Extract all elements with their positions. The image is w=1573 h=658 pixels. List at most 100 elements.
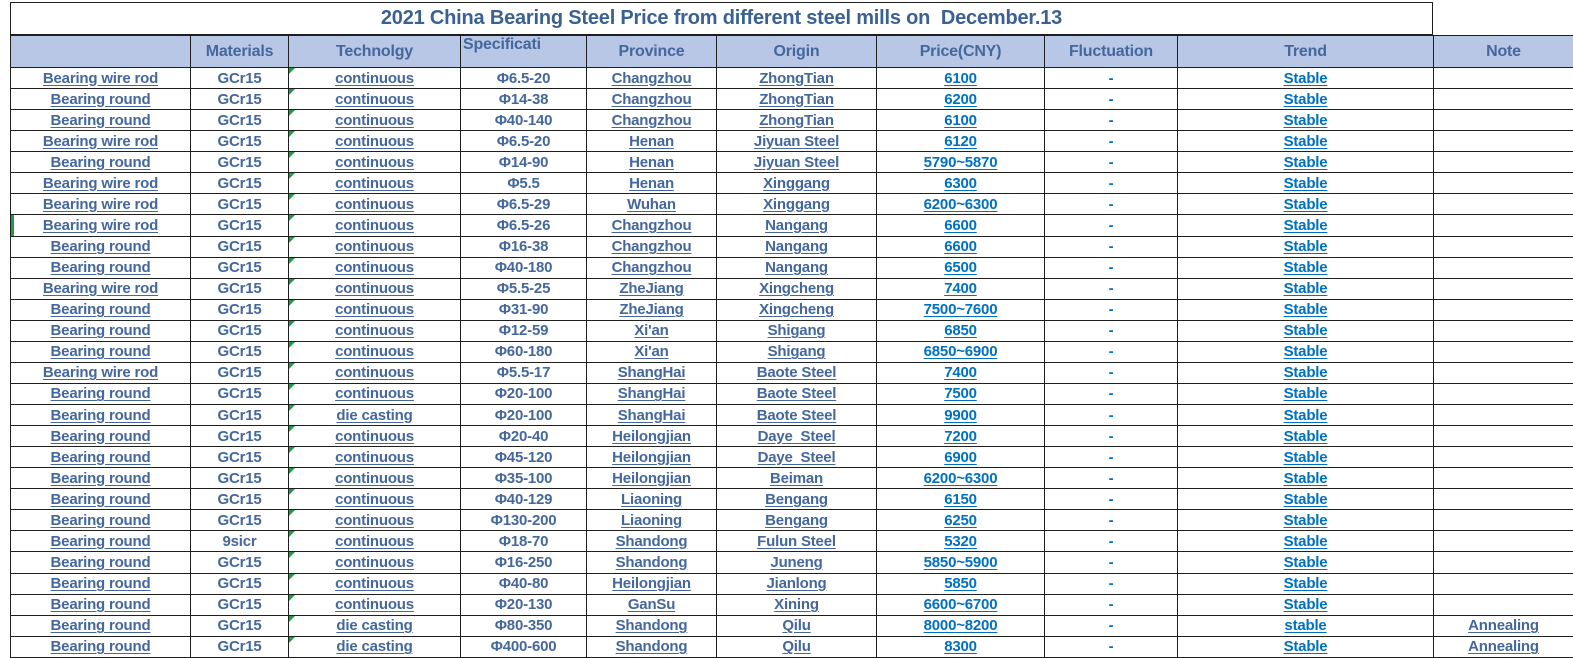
cell-fluctuation[interactable]: - <box>1045 383 1178 405</box>
cell-province[interactable]: ZheJiang <box>587 299 717 321</box>
cell-province[interactable]: ShangHai <box>587 405 717 427</box>
cell-fluctuation[interactable]: - <box>1045 489 1178 511</box>
cell-note[interactable] <box>1434 194 1573 216</box>
cell-province[interactable]: Liaoning <box>587 489 717 511</box>
cell-material[interactable]: GCr15 <box>191 552 289 574</box>
cell-specification[interactable]: Φ20-40 <box>461 426 587 448</box>
cell-price[interactable]: 6200~6300 <box>877 468 1045 490</box>
cell-trend[interactable]: Stable <box>1178 215 1434 237</box>
cell-note[interactable] <box>1434 405 1573 427</box>
cell-material[interactable]: GCr15 <box>191 615 289 637</box>
cell-fluctuation[interactable]: - <box>1045 320 1178 342</box>
cell-trend[interactable]: stable <box>1178 615 1434 637</box>
cell-fluctuation[interactable]: - <box>1045 110 1178 132</box>
column-header-price[interactable]: Price(CNY) <box>877 36 1045 68</box>
cell-technology[interactable]: continuous <box>289 531 461 553</box>
cell-material[interactable]: GCr15 <box>191 68 289 90</box>
cell-trend[interactable]: Stable <box>1178 299 1434 321</box>
cell-origin[interactable]: Baote Steel <box>717 405 877 427</box>
cell-price[interactable]: 5850~5900 <box>877 552 1045 574</box>
cell-province[interactable]: Changzhou <box>587 89 717 111</box>
cell-fluctuation[interactable]: - <box>1045 594 1178 616</box>
cell-technology[interactable]: continuous <box>289 447 461 469</box>
cell-price[interactable]: 6600~6700 <box>877 594 1045 616</box>
cell-note[interactable]: Annealing <box>1434 637 1573 658</box>
cell-material[interactable]: GCr15 <box>191 362 289 384</box>
cell-origin[interactable]: Xingcheng <box>717 278 877 300</box>
cell-origin[interactable]: Bengang <box>717 510 877 532</box>
cell-fluctuation[interactable]: - <box>1045 447 1178 469</box>
cell-note[interactable] <box>1434 131 1573 153</box>
cell-specification[interactable]: Φ45-120 <box>461 447 587 469</box>
cell-trend[interactable]: Stable <box>1178 257 1434 279</box>
cell-specification[interactable]: Φ40-180 <box>461 257 587 279</box>
cell-trend[interactable]: Stable <box>1178 278 1434 300</box>
cell-note[interactable] <box>1434 489 1573 511</box>
cell-province[interactable]: Liaoning <box>587 510 717 532</box>
cell-specification[interactable]: Φ12-59 <box>461 320 587 342</box>
cell-fluctuation[interactable]: - <box>1045 405 1178 427</box>
cell-note[interactable] <box>1434 595 1573 616</box>
cell-province[interactable]: Henan <box>587 131 717 153</box>
cell-material[interactable]: GCr15 <box>191 341 289 363</box>
cell-price[interactable]: 6250 <box>877 510 1045 532</box>
cell-fluctuation[interactable]: - <box>1045 89 1178 111</box>
cell-price[interactable]: 6850~6900 <box>877 341 1045 363</box>
cell-fluctuation[interactable]: - <box>1045 426 1178 448</box>
cell-technology[interactable]: continuous <box>289 68 461 90</box>
cell-origin[interactable]: Daye Steel <box>717 447 877 469</box>
cell-specification[interactable]: Φ6.5-20 <box>461 131 587 153</box>
cell-price[interactable]: 8300 <box>877 636 1045 658</box>
cell-origin[interactable]: ZhongTian <box>717 68 877 90</box>
title-cell[interactable]: 2021 China Bearing Steel Price from diff… <box>10 2 1433 35</box>
cell-fluctuation[interactable]: - <box>1045 552 1178 574</box>
cell-province[interactable]: Shandong <box>587 552 717 574</box>
cell-material[interactable]: GCr15 <box>191 110 289 132</box>
cell-note[interactable] <box>1434 300 1573 321</box>
cell-technology[interactable]: continuous <box>289 362 461 384</box>
cell-item[interactable]: Bearing round <box>11 615 191 637</box>
cell-trend[interactable]: Stable <box>1178 426 1434 448</box>
cell-material[interactable]: 9sicr <box>191 531 289 553</box>
cell-origin[interactable]: Nangang <box>717 215 877 237</box>
column-header-origin[interactable]: Origin <box>717 36 877 68</box>
cell-origin[interactable]: ZhongTian <box>717 110 877 132</box>
cell-technology[interactable]: continuous <box>289 257 461 279</box>
cell-specification[interactable]: Φ16-250 <box>461 552 587 574</box>
cell-item[interactable]: Bearing wire rod <box>11 131 191 153</box>
cell-note[interactable] <box>1434 363 1573 384</box>
cell-fluctuation[interactable]: - <box>1045 531 1178 553</box>
cell-note[interactable] <box>1434 574 1573 595</box>
cell-specification[interactable]: Φ16-38 <box>461 236 587 258</box>
cell-item[interactable]: Bearing round <box>11 594 191 616</box>
cell-price[interactable]: 6600 <box>877 236 1045 258</box>
cell-origin[interactable]: Xinggang <box>717 194 877 216</box>
cell-price[interactable]: 6300 <box>877 173 1045 195</box>
cell-item[interactable]: Bearing round <box>11 341 191 363</box>
cell-province[interactable]: GanSu <box>587 594 717 616</box>
column-header-materials[interactable]: Materials <box>191 36 289 68</box>
cell-origin[interactable]: Xining <box>717 594 877 616</box>
cell-note[interactable] <box>1434 384 1573 405</box>
cell-origin[interactable]: Baote Steel <box>717 383 877 405</box>
cell-material[interactable]: GCr15 <box>191 383 289 405</box>
column-header-technolgy[interactable]: Technolgy <box>289 36 461 68</box>
cell-technology[interactable]: continuous <box>289 194 461 216</box>
cell-trend[interactable]: Stable <box>1178 152 1434 174</box>
cell-technology[interactable]: continuous <box>289 131 461 153</box>
cell-technology[interactable]: continuous <box>289 299 461 321</box>
cell-technology[interactable]: continuous <box>289 489 461 511</box>
cell-price[interactable]: 6200 <box>877 89 1045 111</box>
cell-technology[interactable]: continuous <box>289 320 461 342</box>
cell-fluctuation[interactable]: - <box>1045 299 1178 321</box>
cell-technology[interactable]: continuous <box>289 594 461 616</box>
cell-material[interactable]: GCr15 <box>191 152 289 174</box>
cell-origin[interactable]: Shigang <box>717 320 877 342</box>
cell-material[interactable]: GCr15 <box>191 236 289 258</box>
cell-item[interactable]: Bearing wire rod <box>11 173 191 195</box>
cell-origin[interactable]: Jianlong <box>717 573 877 595</box>
cell-fluctuation[interactable]: - <box>1045 362 1178 384</box>
cell-province[interactable]: Changzhou <box>587 215 717 237</box>
cell-province[interactable]: Shandong <box>587 636 717 658</box>
cell-fluctuation[interactable]: - <box>1045 468 1178 490</box>
